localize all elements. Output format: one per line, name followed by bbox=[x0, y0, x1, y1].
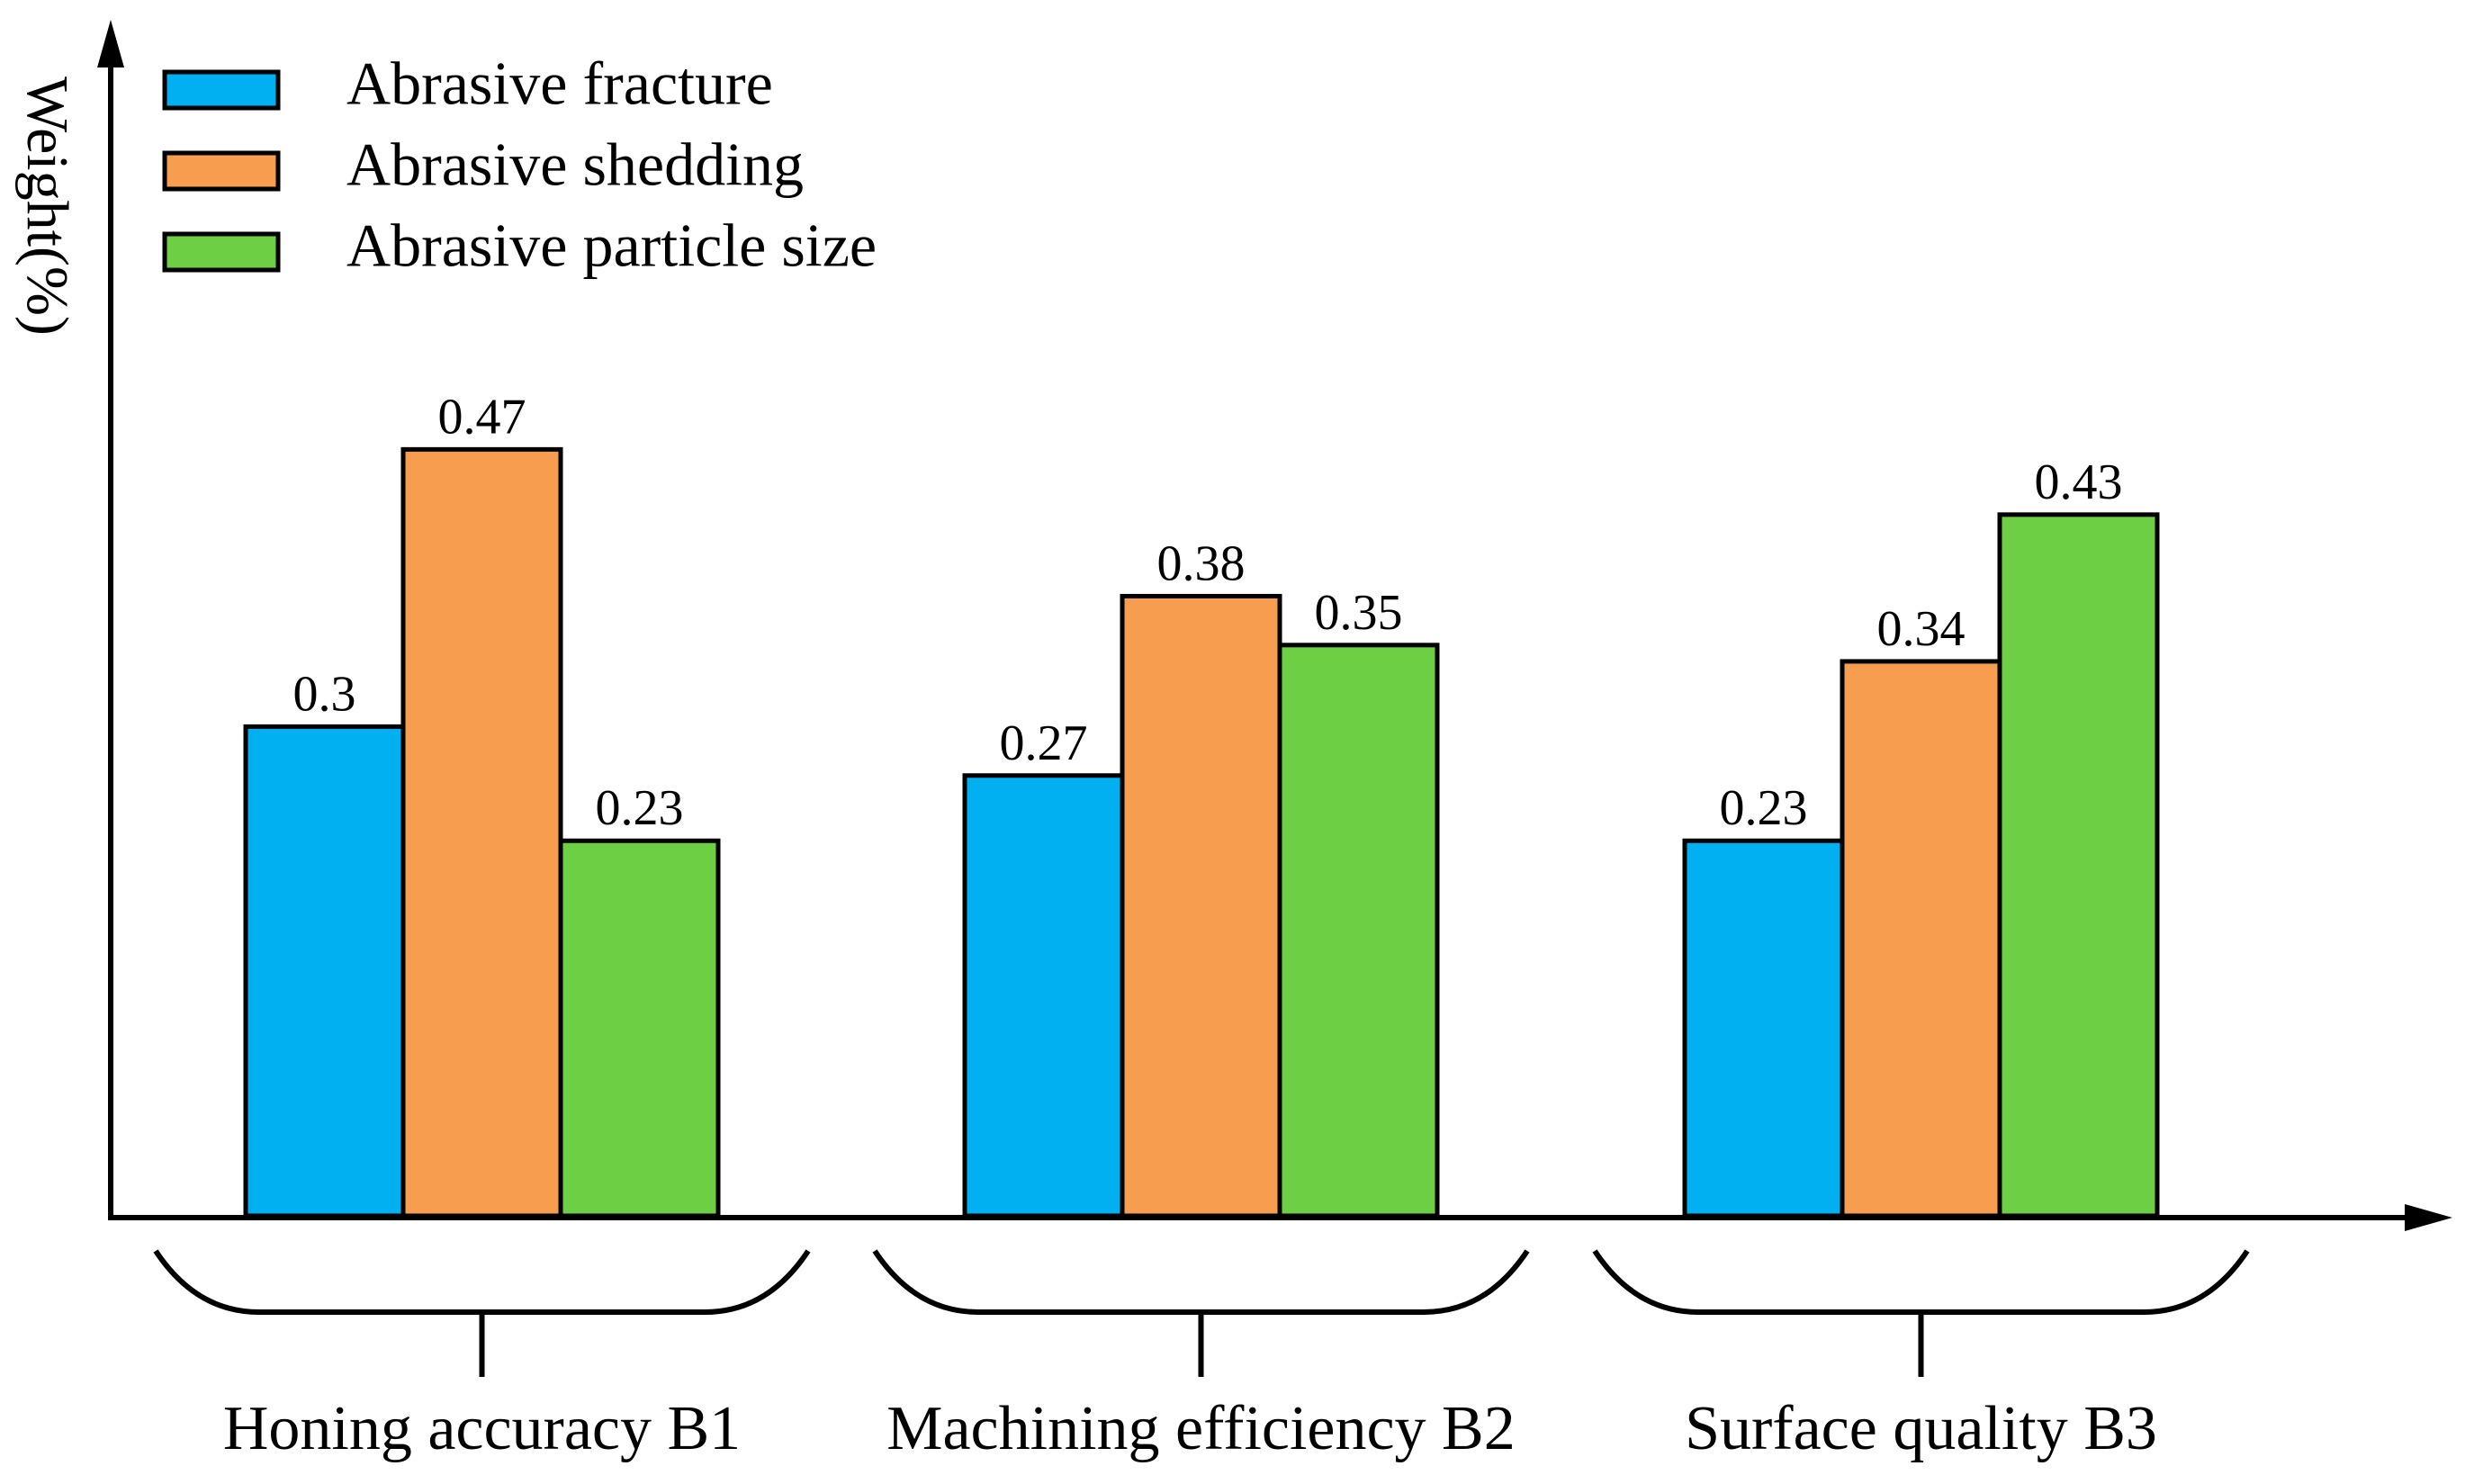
legend-swatch-0 bbox=[162, 69, 281, 111]
data-labels: 0.3 0.47 0.23 0.27 0.38 0.35 0.23 0.34 0.43 bbox=[293, 389, 2123, 836]
category-brace-1 bbox=[872, 1249, 1530, 1315]
category-brace-2 bbox=[1592, 1249, 2250, 1315]
data-label-2-2: 0.43 bbox=[2035, 454, 2123, 510]
data-label-0-2: 0.23 bbox=[596, 780, 684, 836]
category-brace-0 bbox=[153, 1249, 811, 1315]
bar-1-1 bbox=[1120, 593, 1282, 1219]
bar-0-1 bbox=[400, 446, 563, 1219]
category-label-2: Surface quality B3 bbox=[1685, 1394, 2157, 1463]
bar-0-2 bbox=[558, 838, 721, 1219]
data-label-2-0: 0.23 bbox=[1720, 780, 1808, 836]
legend-label-2: Abrasive particle size bbox=[346, 211, 877, 280]
category-label-0: Honing accuracy B1 bbox=[223, 1394, 741, 1463]
legend: Abrasive fracture Abrasive shedding Abrasi… bbox=[162, 49, 877, 280]
bar-1-0 bbox=[962, 773, 1125, 1219]
x-axis-arrow bbox=[2405, 1204, 2452, 1231]
data-label-1-1: 0.38 bbox=[1157, 535, 1246, 591]
bar-2-0 bbox=[1682, 838, 1845, 1219]
bar-2-2 bbox=[1997, 512, 2160, 1219]
data-label-1-0: 0.27 bbox=[1000, 715, 1088, 771]
bar-2-1 bbox=[1840, 659, 2002, 1219]
legend-swatch-1 bbox=[162, 150, 281, 192]
data-label-0-1: 0.47 bbox=[438, 389, 526, 445]
category-label-1: Machining efficiency B2 bbox=[886, 1394, 1516, 1463]
data-label-2-1: 0.34 bbox=[1877, 601, 1966, 657]
legend-swatch-2 bbox=[162, 231, 281, 273]
bar-1-2 bbox=[1277, 643, 1440, 1219]
data-label-0-0: 0.3 bbox=[293, 666, 356, 722]
legend-label-1: Abrasive shedding bbox=[346, 130, 804, 199]
legend-label-0: Abrasive fracture bbox=[346, 49, 773, 118]
y-axis-label: Weight(%) bbox=[14, 76, 80, 336]
data-label-1-2: 0.35 bbox=[1315, 585, 1403, 641]
y-axis-arrow bbox=[97, 20, 124, 67]
category-braces: Honing accuracy B1 Machining efficiency B… bbox=[153, 1249, 2250, 1463]
bars bbox=[243, 446, 2160, 1219]
bar-0-0 bbox=[243, 724, 406, 1219]
